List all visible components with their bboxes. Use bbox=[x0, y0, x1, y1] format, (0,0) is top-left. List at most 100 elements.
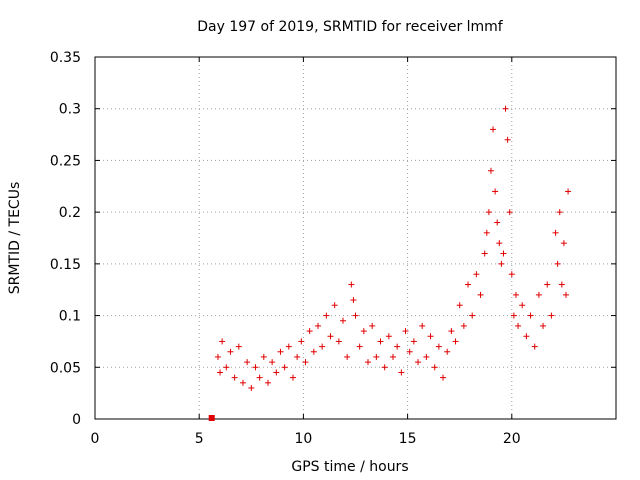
data-point bbox=[335, 338, 342, 345]
data-point bbox=[235, 343, 242, 350]
data-point bbox=[350, 297, 357, 304]
x-tick-label: 5 bbox=[195, 431, 204, 447]
data-point bbox=[385, 333, 392, 340]
data-point bbox=[356, 343, 363, 350]
data-point bbox=[558, 281, 565, 288]
data-point bbox=[444, 348, 451, 355]
data-point bbox=[483, 229, 490, 236]
data-point bbox=[314, 322, 321, 329]
data-point bbox=[440, 374, 447, 381]
data-point bbox=[302, 359, 309, 366]
data-point bbox=[544, 281, 551, 288]
data-point bbox=[369, 322, 376, 329]
data-point bbox=[500, 250, 507, 257]
data-point bbox=[510, 312, 517, 319]
x-tick-label: 0 bbox=[91, 431, 100, 447]
y-tick-label: 0.05 bbox=[50, 360, 81, 376]
data-point bbox=[487, 167, 494, 174]
data-point bbox=[552, 229, 559, 236]
data-point bbox=[485, 209, 492, 216]
data-point bbox=[264, 379, 271, 386]
data-point bbox=[523, 333, 530, 340]
data-point bbox=[519, 302, 526, 309]
data-point bbox=[273, 369, 280, 376]
data-point bbox=[565, 188, 572, 195]
data-point bbox=[535, 291, 542, 298]
data-point bbox=[540, 322, 547, 329]
data-point bbox=[398, 369, 405, 376]
data-point bbox=[452, 338, 459, 345]
data-point bbox=[223, 364, 230, 371]
data-point bbox=[348, 281, 355, 288]
data-point bbox=[285, 343, 292, 350]
axis-ticks: 0 5 10 15 20 0 0.05 0.1 0.15 0.2 0.25 0.3 0.35 bbox=[50, 50, 616, 447]
x-tick-label: 15 bbox=[399, 431, 417, 447]
data-point bbox=[508, 271, 515, 278]
data-point bbox=[504, 136, 511, 143]
data-point bbox=[410, 338, 417, 345]
x-tick-label: 20 bbox=[503, 431, 521, 447]
data-point bbox=[448, 328, 455, 335]
data-point bbox=[494, 219, 501, 226]
data-point bbox=[548, 312, 555, 319]
plot-frame bbox=[94, 56, 617, 420]
data-point bbox=[498, 260, 505, 267]
data-point bbox=[423, 353, 430, 360]
data-point bbox=[214, 353, 221, 360]
data-points bbox=[208, 105, 572, 421]
data-point bbox=[327, 333, 334, 340]
data-point bbox=[260, 353, 267, 360]
data-point bbox=[344, 353, 351, 360]
y-tick-label: 0.35 bbox=[50, 50, 81, 66]
data-point bbox=[556, 209, 563, 216]
data-point bbox=[554, 260, 561, 267]
data-point bbox=[306, 328, 313, 335]
data-point bbox=[512, 291, 519, 298]
data-point bbox=[227, 348, 234, 355]
data-point bbox=[252, 364, 259, 371]
data-point bbox=[456, 302, 463, 309]
data-point bbox=[506, 209, 513, 216]
data-point bbox=[406, 348, 413, 355]
data-point bbox=[294, 353, 301, 360]
data-point bbox=[298, 338, 305, 345]
data-point bbox=[289, 374, 296, 381]
x-tick-label: 10 bbox=[294, 431, 312, 447]
data-point bbox=[217, 369, 224, 376]
baseline-marker bbox=[208, 415, 215, 421]
data-point bbox=[231, 374, 238, 381]
data-point bbox=[373, 353, 380, 360]
y-tick-label: 0.3 bbox=[59, 102, 81, 118]
data-point bbox=[281, 364, 288, 371]
data-point bbox=[477, 291, 484, 298]
data-point bbox=[352, 312, 359, 319]
data-point bbox=[490, 126, 497, 133]
y-tick-label: 0.1 bbox=[59, 309, 81, 325]
data-point bbox=[219, 338, 226, 345]
data-point bbox=[323, 312, 330, 319]
data-point bbox=[365, 359, 372, 366]
data-point bbox=[248, 384, 255, 391]
data-point bbox=[244, 359, 251, 366]
data-point bbox=[527, 312, 534, 319]
data-point bbox=[431, 364, 438, 371]
data-point bbox=[239, 379, 246, 386]
data-point bbox=[319, 343, 326, 350]
data-point bbox=[310, 348, 317, 355]
data-point bbox=[469, 312, 476, 319]
data-point bbox=[419, 322, 426, 329]
data-point bbox=[360, 328, 367, 335]
data-point bbox=[481, 250, 488, 257]
data-point bbox=[496, 240, 503, 247]
data-point bbox=[394, 343, 401, 350]
data-point bbox=[269, 359, 276, 366]
data-point bbox=[560, 240, 567, 247]
data-point bbox=[402, 328, 409, 335]
data-point bbox=[460, 322, 467, 329]
data-point bbox=[390, 353, 397, 360]
data-point bbox=[465, 281, 472, 288]
y-tick-label: 0 bbox=[72, 412, 81, 428]
y-tick-label: 0.2 bbox=[59, 205, 81, 221]
